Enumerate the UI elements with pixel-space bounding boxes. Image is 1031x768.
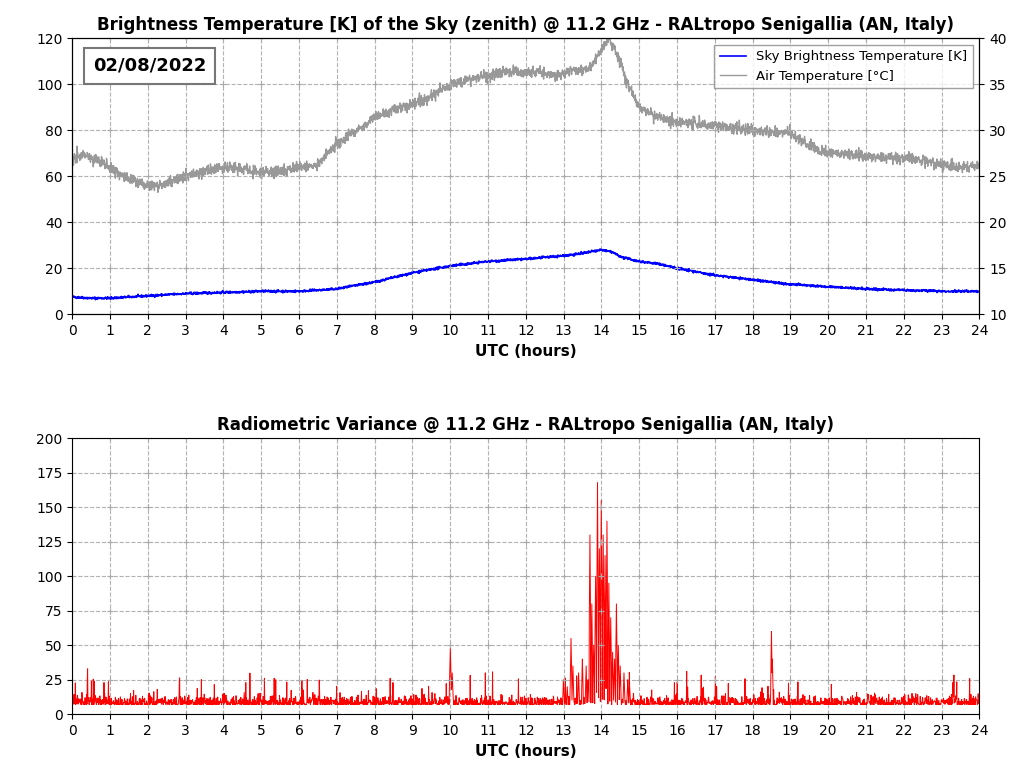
Air Temperature [°C] (641, 104, 654, 113)
Sky Brightness Temperature [K] (90, 295, 102, 304)
Air Temperature [°C] (66, 160, 78, 169)
Sky Brightness Temperature [K] (747, 274, 760, 283)
X-axis label: UTC (hours): UTC (hours) (475, 343, 576, 359)
Air Temperature [°C] (152, 187, 164, 197)
X-axis label: UTC (hours): UTC (hours) (475, 743, 576, 759)
Air Temperature [°C] (354, 123, 366, 132)
Air Temperature [°C] (816, 148, 828, 157)
Air Temperature [°C] (700, 124, 712, 133)
Text: 02/08/2022: 02/08/2022 (93, 57, 206, 74)
Sky Brightness Temperature [K] (973, 286, 986, 296)
Air Temperature [°C] (973, 158, 986, 167)
Line: Sky Brightness Temperature [K]: Sky Brightness Temperature [K] (72, 249, 979, 300)
Air Temperature [°C] (603, 31, 616, 41)
Sky Brightness Temperature [K] (641, 258, 654, 267)
Line: Air Temperature [°C]: Air Temperature [°C] (72, 36, 979, 192)
Title: Radiometric Variance @ 11.2 GHz - RALtropo Senigallia (AN, Italy): Radiometric Variance @ 11.2 GHz - RALtro… (218, 416, 834, 434)
Sky Brightness Temperature [K] (354, 280, 366, 290)
Title: Brightness Temperature [K] of the Sky (zenith) @ 11.2 GHz - RALtropo Senigallia : Brightness Temperature [K] of the Sky (z… (97, 16, 955, 34)
Sky Brightness Temperature [K] (595, 244, 607, 253)
Legend: Sky Brightness Temperature [K], Air Temperature [°C]: Sky Brightness Temperature [K], Air Temp… (714, 45, 973, 88)
Sky Brightness Temperature [K] (66, 292, 78, 301)
Sky Brightness Temperature [K] (816, 283, 828, 292)
Sky Brightness Temperature [K] (699, 270, 711, 279)
Air Temperature [°C] (699, 122, 711, 131)
Sky Brightness Temperature [K] (700, 270, 712, 279)
Air Temperature [°C] (747, 124, 760, 133)
